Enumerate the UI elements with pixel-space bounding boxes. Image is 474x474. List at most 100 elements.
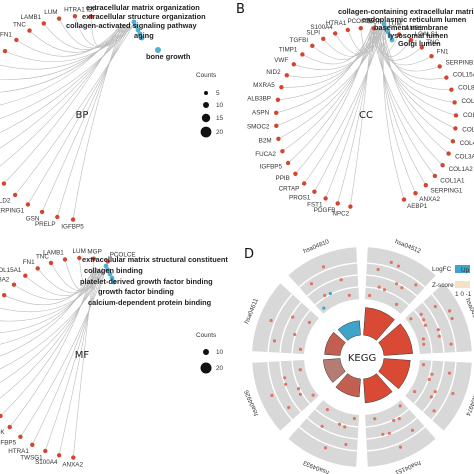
- a-edge: [41, 23, 129, 213]
- panel-a-legend-10: 10: [216, 102, 224, 109]
- panel-d-gene-dot: [287, 405, 291, 410]
- b-gene-label: TGFBI: [290, 37, 309, 44]
- panel-d-inner-bar: [378, 323, 413, 356]
- panel-c-legend-20: 20: [216, 365, 224, 372]
- c-edge: [0, 267, 95, 357]
- panel-d-track: [288, 400, 359, 467]
- b-gene-node: [437, 64, 442, 69]
- panel-d-center-label: KEGG: [348, 353, 376, 364]
- panel-d-pathway-id: hsa04926: [243, 388, 260, 416]
- b-gene-node: [444, 75, 449, 80]
- panel-a-term-label: bone growth: [146, 52, 191, 61]
- b-gene-node: [285, 160, 291, 166]
- panel-d-gene-dot: [337, 422, 342, 426]
- b-edge: [360, 25, 373, 53]
- b-gene-node: [310, 43, 315, 48]
- b-gene-node: [450, 139, 456, 144]
- panel-c-mf-network: ANXA2S100A4TWSG1HTRA1IGFBP5CKAEBP1CHI3L1…: [0, 248, 228, 469]
- panel-d-track: [365, 247, 436, 314]
- b-gene-label: ALB3BP: [247, 95, 271, 102]
- a-edge: [0, 23, 135, 119]
- panel-b-gene-nodes: [274, 26, 459, 209]
- panel-b-term-label: collagen-containing extracellular matrix: [338, 7, 474, 16]
- panel-a-term-labels: extracellular matrix organizationextrace…: [66, 3, 206, 61]
- c-gene-node: [77, 255, 82, 261]
- panel-d-gene-dot: [291, 315, 295, 319]
- b-gene-label: COL8A1: [458, 85, 474, 92]
- b-gene-node: [397, 32, 402, 37]
- b-gene-label: S100A4: [310, 24, 333, 31]
- b-gene-label: B2M: [259, 137, 272, 144]
- panel-d-gene-dot: [325, 408, 329, 412]
- b-gene-label: COL4A2: [462, 126, 474, 133]
- b-gene-node: [429, 54, 434, 59]
- b-gene-label: SMOC2: [247, 124, 270, 131]
- b-gene-node: [423, 183, 428, 188]
- c-edge: [58, 267, 98, 456]
- panel-d-gene-dot: [381, 432, 385, 436]
- b-gene-node: [440, 163, 445, 168]
- b-gene-label: CRTAP: [279, 186, 300, 193]
- a-term-node: [131, 19, 137, 25]
- a-edge: [29, 23, 126, 53]
- c-gene-label: COL8A2: [0, 277, 10, 284]
- panel-d-gene-dot: [328, 291, 332, 296]
- panel-c-counts-legend: Counts 10 20: [196, 332, 224, 374]
- panel-d-gene-dot: [352, 416, 356, 421]
- panel-a-term-label: extracellular structure organization: [82, 12, 206, 21]
- c-gene-node: [18, 434, 23, 439]
- b-edge: [377, 25, 427, 186]
- a-gene-label: LAMB1: [21, 14, 42, 21]
- c-gene-label: TWSG1: [20, 455, 43, 462]
- b-gene-label: TIMP1: [279, 46, 298, 53]
- panel-d-legend-zscore-bar: [455, 281, 470, 288]
- panel-a-legend-title: Counts: [196, 72, 216, 79]
- panel-c-term-label: collagen binding: [84, 266, 143, 275]
- panel-d-inner-bar: [337, 320, 361, 341]
- panel-d-pathway-id: hsa04611: [243, 297, 260, 325]
- panel-d-gene-dot: [413, 390, 417, 394]
- c-gene-label: HTRA1: [8, 448, 29, 455]
- panel-c-term-label: calcium-dependent protein binding: [88, 298, 212, 307]
- panel-d-gene-dot: [430, 372, 434, 376]
- c-gene-node: [43, 448, 48, 454]
- panel-d-gene-dot: [298, 368, 302, 372]
- c-gene-label: TNC: [36, 253, 49, 260]
- panel-a-legend-5: 5: [216, 90, 220, 97]
- a-gene-node: [39, 209, 45, 215]
- c-gene-label: S100A4: [35, 459, 58, 466]
- panel-b-term-label: lysosomal lumen: [388, 31, 448, 40]
- a-edge: [58, 18, 132, 49]
- a-gene-node: [41, 21, 46, 26]
- panel-d-legend-logfc: LogFC: [432, 266, 452, 273]
- b-gene-node: [453, 113, 459, 118]
- panel-a-bone-growth-node: [155, 47, 161, 53]
- a-edge: [4, 23, 135, 62]
- panel-d-gene-dot: [309, 282, 314, 286]
- panel-d-gene-dot: [298, 392, 302, 396]
- b-gene-node: [291, 62, 296, 67]
- b-gene-node: [321, 36, 326, 41]
- panel-d-gene-dot: [395, 282, 399, 286]
- panel-b-term-labels: collagen-containing extracellular matrix…: [338, 7, 474, 48]
- a-edge: [57, 23, 126, 218]
- panel-d-gene-dot: [395, 302, 399, 306]
- panel-d-gene-dot: [398, 445, 403, 449]
- a-gene-node: [14, 37, 19, 43]
- b-term-node: [387, 33, 393, 39]
- a-gene-label: TNC: [13, 22, 26, 29]
- b-gene-node: [401, 197, 407, 202]
- panel-d-gene-dot: [321, 265, 326, 269]
- c-gene-node: [56, 453, 62, 458]
- c-edge: [32, 267, 104, 445]
- b-edge: [295, 25, 373, 174]
- panel-d-gene-dot: [270, 393, 274, 398]
- c-gene-node: [11, 282, 17, 287]
- c-gene-label: FN1: [23, 259, 35, 266]
- a-gene-node: [2, 48, 8, 54]
- b-gene-node: [432, 173, 438, 179]
- panel-d-gene-dot: [432, 409, 436, 413]
- c-gene-label: MGP: [87, 249, 101, 256]
- panel-d-gene-dot: [343, 425, 347, 429]
- panel-d-gene-dot: [421, 337, 425, 341]
